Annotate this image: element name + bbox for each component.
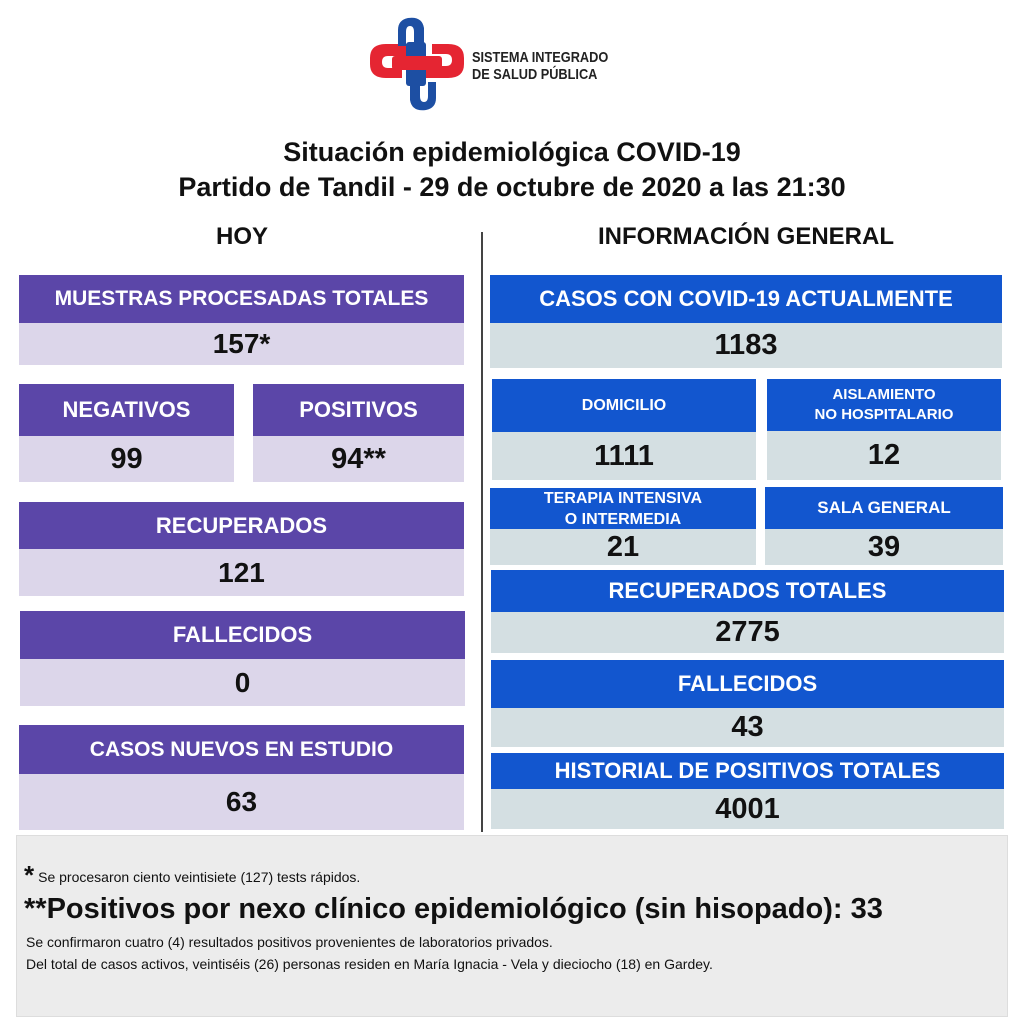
- positivos-card: POSITIVOS 94**: [253, 384, 464, 482]
- historial-value: 4001: [491, 789, 1004, 829]
- fallecidos-hoy-label: FALLECIDOS: [20, 611, 465, 659]
- fallecidos-general-label: FALLECIDOS: [491, 660, 1004, 708]
- note-rapid-tests: * Se procesaron ciento veintisiete (127) …: [24, 860, 360, 891]
- casos-actuales-label: CASOS CON COVID-19 ACTUALMENTE: [490, 275, 1002, 323]
- casos-nuevos-card: CASOS NUEVOS EN ESTUDIO 63: [19, 725, 464, 830]
- fallecidos-hoy-card: FALLECIDOS 0: [20, 611, 465, 706]
- fallecidos-general-card: FALLECIDOS 43: [491, 660, 1004, 747]
- aislamiento-label: AISLAMIENTO NO HOSPITALARIO: [767, 379, 1001, 431]
- hoy-heading: HOY: [215, 223, 268, 250]
- fallecidos-general-value: 43: [491, 708, 1004, 747]
- note-private-labs: Se confirmaron cuatro (4) resultados pos…: [26, 934, 553, 950]
- aislamiento-value: 12: [767, 431, 1001, 480]
- health-system-logo-icon: [370, 17, 464, 111]
- aislamiento-label-line-1: AISLAMIENTO: [832, 386, 936, 403]
- casos-actuales-value: 1183: [490, 323, 1002, 368]
- asterisk: *: [24, 860, 35, 890]
- casos-nuevos-value: 63: [19, 774, 464, 830]
- logo: [362, 14, 632, 114]
- aislamiento-card: AISLAMIENTO NO HOSPITALARIO 12: [767, 379, 1001, 480]
- logo-line-2: DE SALUD PÚBLICA: [472, 66, 598, 83]
- casos-actuales-card: CASOS CON COVID-19 ACTUALMENTE 1183: [490, 275, 1002, 368]
- recuperados-card: RECUPERADOS 121: [19, 502, 464, 596]
- historial-label: HISTORIAL DE POSITIVOS TOTALES: [491, 753, 1004, 789]
- column-divider: [481, 232, 483, 832]
- recuperados-totales-value: 2775: [491, 612, 1004, 653]
- recuperados-totales-card: RECUPERADOS TOTALES 2775: [491, 570, 1004, 653]
- muestras-value: 157*: [19, 323, 464, 365]
- historial-card: HISTORIAL DE POSITIVOS TOTALES 4001: [491, 753, 1004, 829]
- terapia-label: TERAPIA INTENSIVA O INTERMEDIA: [490, 488, 756, 529]
- negativos-label: NEGATIVOS: [19, 384, 234, 436]
- positivos-value: 94**: [253, 436, 464, 482]
- sala-general-label: SALA GENERAL: [765, 487, 1003, 529]
- general-heading: INFORMACIÓN GENERAL: [598, 223, 894, 250]
- logo-text: SISTEMA INTEGRADO DE SALUD PÚBLICA: [472, 49, 608, 83]
- negativos-value: 99: [19, 436, 234, 482]
- sala-general-card: SALA GENERAL 39: [765, 487, 1003, 565]
- terapia-label-line-2: O INTERMEDIA: [564, 510, 682, 528]
- aislamiento-label-line-2: NO HOSPITALARIO: [814, 406, 954, 423]
- terapia-label-line-1: TERAPIA INTENSIVA: [543, 489, 703, 507]
- recuperados-label: RECUPERADOS: [19, 502, 464, 549]
- domicilio-card: DOMICILIO 1111: [492, 379, 756, 480]
- negativos-card: NEGATIVOS 99: [19, 384, 234, 482]
- page-title: Situación epidemiológica COVID-19: [283, 137, 741, 167]
- note-active-cases-location: Del total de casos activos, veintiséis (…: [26, 956, 713, 972]
- note-rapid-tests-text: Se procesaron ciento veintisiete (127) t…: [38, 869, 361, 885]
- fallecidos-hoy-value: 0: [20, 659, 465, 706]
- terapia-value: 21: [490, 529, 756, 565]
- domicilio-value: 1111: [492, 432, 756, 480]
- terapia-card: TERAPIA INTENSIVA O INTERMEDIA 21: [490, 488, 756, 565]
- muestras-card: MUESTRAS PROCESADAS TOTALES 157*: [19, 275, 464, 365]
- positivos-label: POSITIVOS: [253, 384, 464, 436]
- notes-panel: [16, 835, 1008, 1017]
- domicilio-label: DOMICILIO: [492, 379, 756, 432]
- casos-nuevos-label: CASOS NUEVOS EN ESTUDIO: [19, 725, 464, 774]
- muestras-label: MUESTRAS PROCESADAS TOTALES: [19, 275, 464, 323]
- note-clinical-positives: **Positivos por nexo clínico epidemiológ…: [24, 893, 883, 925]
- recuperados-value: 121: [19, 549, 464, 596]
- recuperados-totales-label: RECUPERADOS TOTALES: [491, 570, 1004, 612]
- logo-line-1: SISTEMA INTEGRADO: [472, 49, 609, 66]
- sala-general-value: 39: [765, 529, 1003, 565]
- page-subtitle: Partido de Tandil - 29 de octubre de 202…: [178, 172, 846, 202]
